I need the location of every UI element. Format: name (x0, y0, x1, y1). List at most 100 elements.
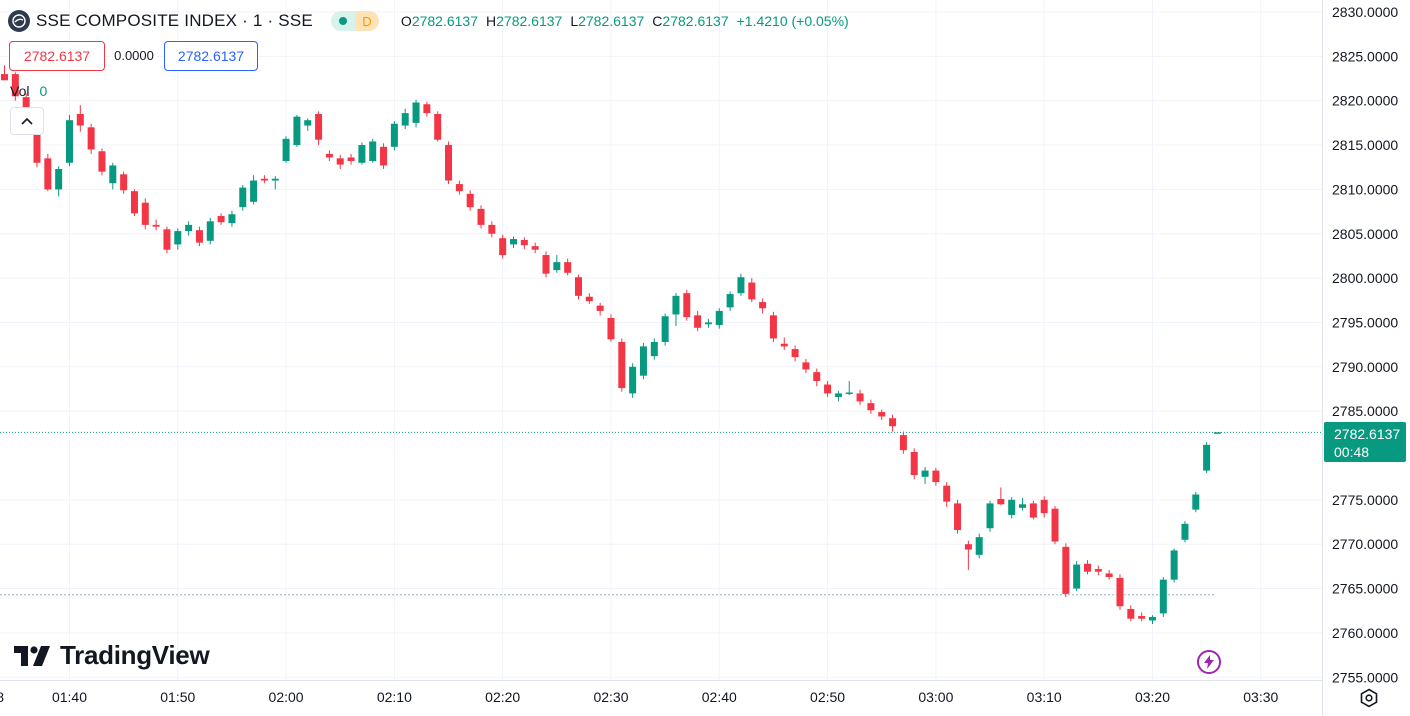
candle (813, 368, 821, 387)
candle-body (1170, 550, 1178, 580)
time-axis[interactable]: 18 01:40 01:50 02:00 02:10 02:20 02:30 02:40 02:… (0, 689, 1279, 705)
candle-body (1148, 616, 1156, 621)
market-status-badge[interactable]: D (330, 11, 379, 31)
candle-body (1192, 494, 1200, 510)
candle (1116, 574, 1124, 610)
candle-body (1073, 564, 1081, 589)
candle (434, 111, 442, 142)
candle (1073, 561, 1081, 592)
price-tick-label: 2790.0000 (1332, 359, 1398, 375)
settings-icon[interactable] (1359, 688, 1379, 708)
candle (1029, 500, 1037, 520)
candle (672, 293, 680, 326)
candle-body (932, 470, 940, 483)
time-tick-label: 02:50 (810, 689, 845, 705)
candle (152, 219, 160, 231)
candle-body (845, 392, 853, 395)
sse-logo-icon (8, 10, 30, 32)
candle-body (683, 293, 691, 318)
candle-body (250, 180, 258, 202)
candle-body (1040, 499, 1048, 514)
buy-button[interactable]: 2782.6137 (164, 41, 258, 71)
price-tick-label: 2770.0000 (1332, 536, 1398, 552)
candle (596, 302, 604, 316)
candle-body (174, 231, 182, 245)
candle-body (650, 341, 658, 357)
collapse-legend-button[interactable] (10, 107, 44, 135)
candle-body (1213, 432, 1221, 434)
candle (748, 278, 756, 303)
candle (1170, 548, 1178, 583)
candle (510, 236, 518, 248)
candle (878, 409, 886, 421)
candle (1213, 432, 1221, 434)
candle-body (618, 341, 626, 389)
candle (304, 118, 312, 131)
open-label: O (400, 13, 412, 29)
time-tick-label: 18 (0, 689, 4, 705)
candle (542, 251, 550, 278)
delayed-badge: D (354, 11, 379, 31)
candle (943, 482, 951, 507)
current-price-value: 2782.6137 (1334, 426, 1400, 442)
candle-body (130, 191, 138, 214)
candle (369, 138, 377, 163)
candle (488, 221, 496, 238)
candle-body (423, 104, 431, 114)
candle-body (954, 503, 962, 531)
candle (921, 467, 929, 484)
candle (1159, 577, 1167, 617)
candle-body (899, 435, 907, 451)
brand-name: TradingView (60, 640, 210, 670)
candle-body (1159, 579, 1167, 614)
candle (98, 148, 106, 176)
price-tick-label: 2760.0000 (1332, 625, 1398, 641)
candle (574, 274, 582, 300)
market-open-dot-icon (330, 11, 355, 31)
candle (325, 150, 333, 162)
candle (932, 467, 940, 486)
candle-body (228, 214, 236, 224)
symbol-title[interactable]: SSE COMPOSITE INDEX · 1 · SSE (36, 11, 313, 30)
lightning-icon[interactable] (1197, 650, 1221, 674)
candle-body (542, 255, 550, 274)
volume-value: 0 (39, 83, 48, 99)
candle (661, 313, 669, 346)
candle (228, 210, 236, 227)
time-tick-label: 03:30 (1243, 689, 1278, 705)
candle-body (704, 322, 712, 325)
candle-body (1127, 608, 1135, 619)
price-tick-label: 2805.0000 (1332, 226, 1398, 242)
candle (412, 99, 420, 128)
candle (65, 114, 73, 167)
candle-body (488, 224, 496, 234)
price-tick-label: 2830.0000 (1332, 4, 1398, 20)
close-value: 2782.6137 (662, 13, 729, 29)
candle (336, 154, 344, 169)
candle-body (1008, 499, 1016, 515)
candle-body (33, 129, 41, 163)
candle-body (120, 174, 128, 191)
candle-body (574, 277, 582, 296)
volume-label: Vol (10, 83, 30, 99)
candle-body (964, 544, 972, 550)
candle-body (380, 146, 388, 166)
tradingview-logo[interactable]: TradingView (14, 640, 210, 671)
candle-body (271, 178, 279, 181)
candle-body (553, 262, 561, 271)
price-scale[interactable]: 2830.0000 2825.0000 2820.0000 2815.0000 2810… (1332, 4, 1398, 685)
sell-button[interactable]: 2782.6137 (9, 41, 105, 71)
time-tick-label: 03:00 (918, 689, 953, 705)
high-value: 2782.6137 (496, 13, 563, 29)
candle (250, 175, 258, 205)
candle-body (98, 151, 106, 172)
candle (174, 228, 182, 250)
candle-body (520, 239, 528, 246)
candle (834, 390, 842, 402)
candle-body (401, 113, 409, 126)
candle-body (163, 229, 171, 250)
candle (618, 338, 626, 392)
candle (109, 162, 117, 190)
candle (1138, 612, 1146, 622)
